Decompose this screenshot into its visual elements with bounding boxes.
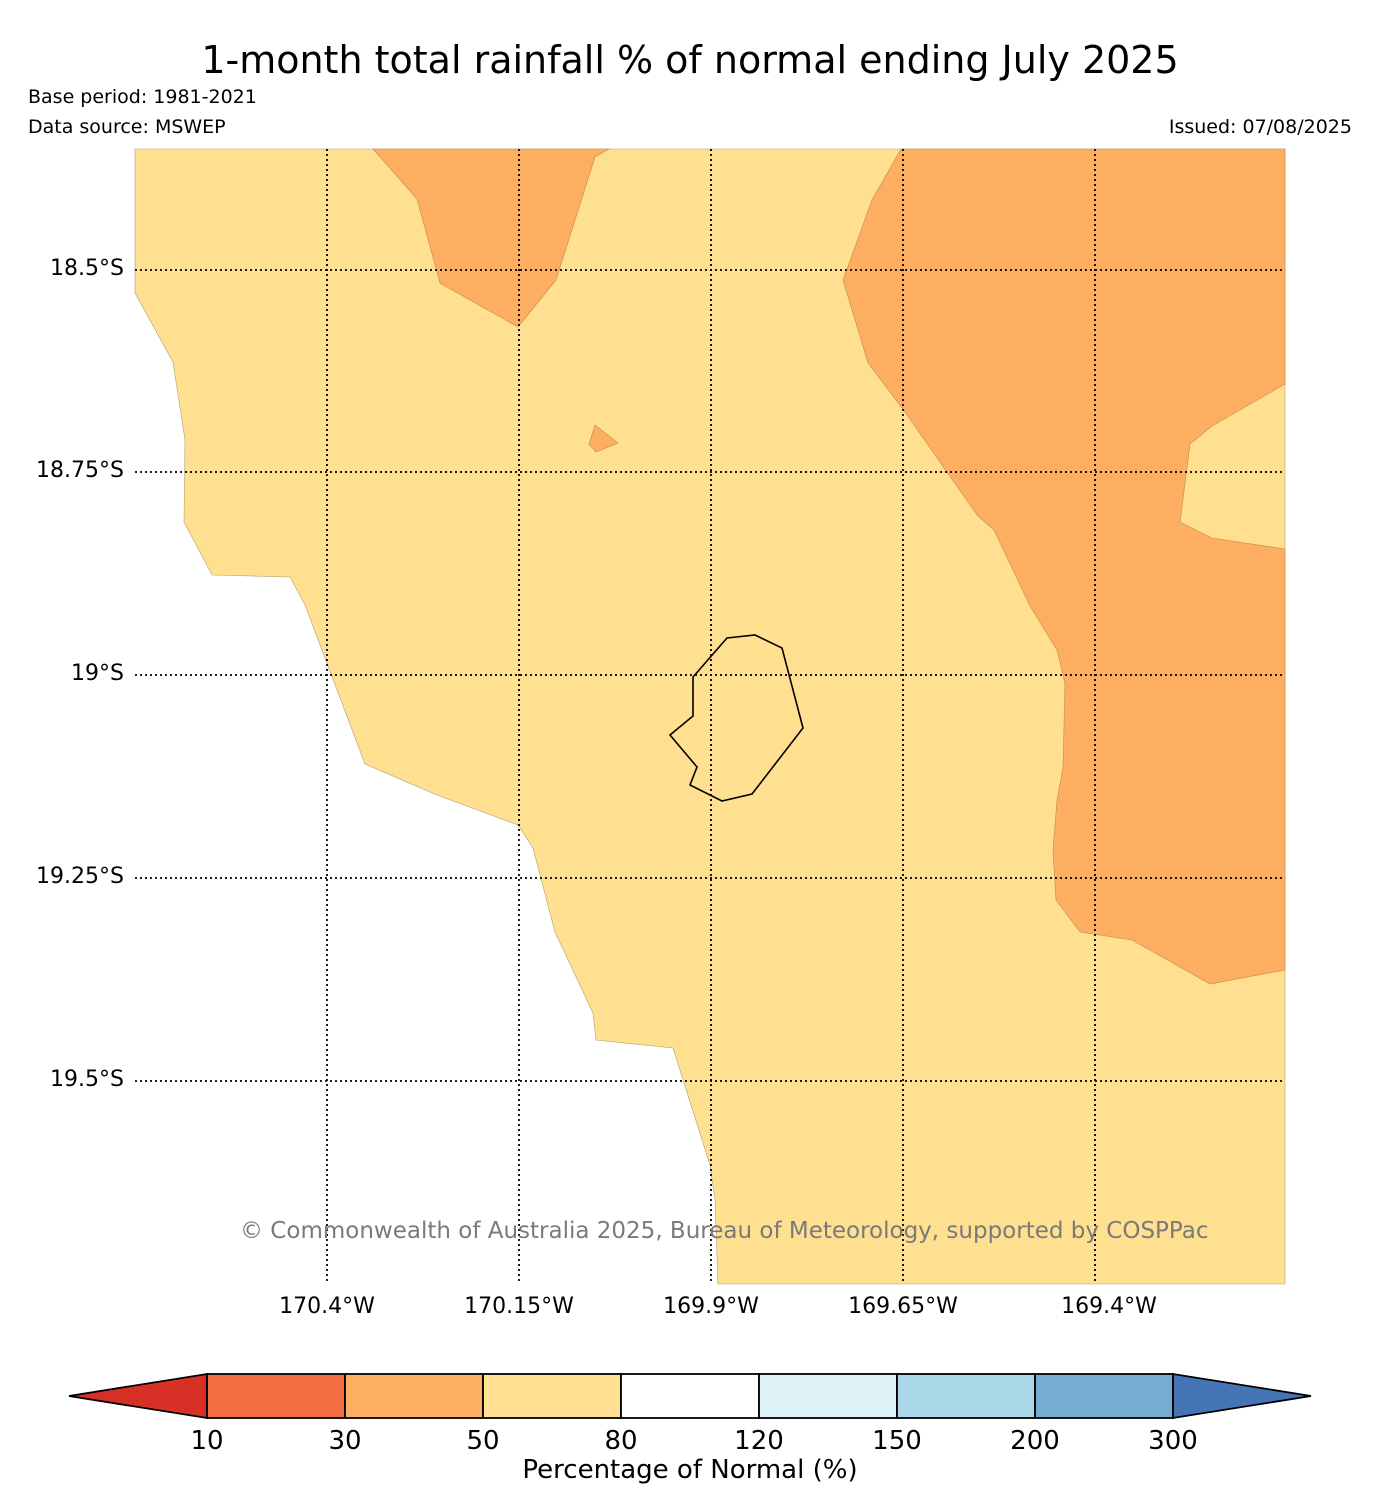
colorbar-tick-label: 300	[1148, 1426, 1198, 1456]
region-30-50-spot	[588, 424, 619, 453]
colorbar-segment	[896, 1373, 1036, 1419]
colorbar-segment	[482, 1373, 622, 1419]
colorbar-segment	[344, 1373, 484, 1419]
colorbar-tick-label: 120	[734, 1426, 784, 1456]
colorbar-segment	[620, 1373, 760, 1419]
lon-label: 169.65°W	[848, 1294, 958, 1319]
colorbar-segment	[758, 1373, 898, 1419]
island-outline	[668, 634, 804, 802]
lat-label: 18.75°S	[36, 458, 124, 483]
region-30-50-east	[842, 148, 1286, 985]
colorbar-segment	[1034, 1373, 1174, 1419]
colorbar-tick-label: 150	[872, 1426, 922, 1456]
colorbar-segment	[206, 1373, 346, 1419]
page-title: 1-month total rainfall % of normal endin…	[201, 38, 1179, 82]
data-source: Data source: MSWEP	[28, 116, 226, 138]
lon-label: 170.4°W	[279, 1294, 375, 1319]
colorbar-tick-label: 30	[328, 1426, 362, 1456]
gridlines	[135, 149, 1285, 1284]
colorbar-tick-label: 80	[604, 1426, 638, 1456]
copyright-notice: © Commonwealth of Australia 2025, Bureau…	[240, 1218, 1209, 1244]
lat-label: 19.25°S	[36, 864, 124, 889]
base-period: Base period: 1981-2021	[28, 86, 257, 108]
lat-label: 19°S	[71, 661, 124, 686]
colorbar-extend-low	[68, 1372, 208, 1420]
lon-label: 169.4°W	[1061, 1294, 1157, 1319]
lon-label: 170.15°W	[464, 1294, 574, 1319]
issued-date: Issued: 07/08/2025	[1168, 116, 1352, 138]
colorbar-tick-label: 10	[190, 1426, 224, 1456]
colorbar-title: Percentage of Normal (%)	[522, 1455, 858, 1485]
region-30-50-north	[372, 148, 611, 328]
lon-label: 169.9°W	[663, 1294, 759, 1319]
colorbar-tick-label: 50	[466, 1426, 500, 1456]
colorbar-extend-high	[1172, 1372, 1312, 1420]
lat-label: 19.5°S	[50, 1067, 124, 1092]
colorbar-tick-label: 200	[1010, 1426, 1060, 1456]
lat-label: 18.5°S	[50, 256, 124, 281]
colorbar	[68, 1372, 1312, 1420]
